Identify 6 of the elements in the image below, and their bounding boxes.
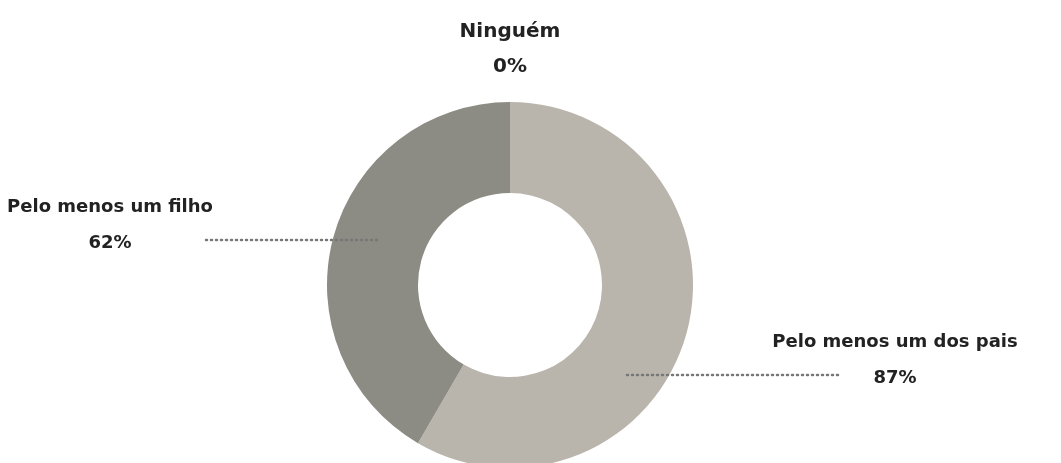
slice-label: Pelo menos um filho [7,195,213,216]
slice-label: Pelo menos um dos pais [772,330,1018,351]
data-label: 62% [88,231,132,252]
data-label: 87% [873,366,917,387]
category-label: Ninguém [459,18,561,42]
text: 0% [493,53,527,77]
